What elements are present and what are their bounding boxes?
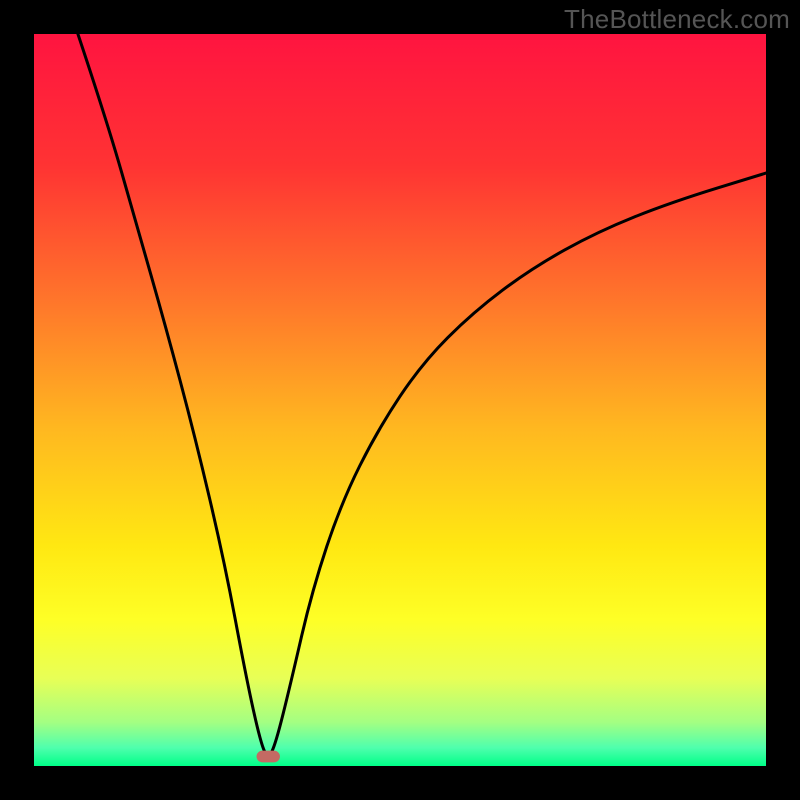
chart-svg	[0, 0, 800, 800]
minimum-marker	[257, 751, 280, 763]
plot-background	[34, 34, 766, 766]
chart-stage: TheBottleneck.com	[0, 0, 800, 800]
